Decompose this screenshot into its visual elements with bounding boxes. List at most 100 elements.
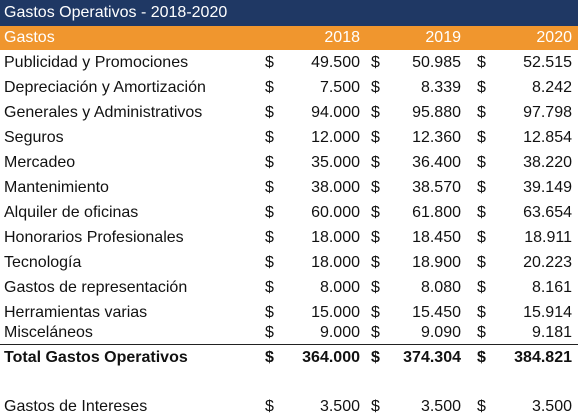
value-2019: 36.400	[412, 154, 461, 171]
value-2020: 39.149	[523, 179, 572, 196]
table-row: Misceláneos $ 9.000 $ 9.090 $ 9.181	[0, 320, 578, 345]
currency-symbol: $	[371, 349, 380, 366]
table-row: Tecnología $ 18.000 $ 18.900 $ 20.223	[0, 250, 578, 275]
header-label: Gastos	[4, 29, 55, 46]
value-2018: 18.000	[311, 229, 360, 246]
currency-symbol: $	[371, 204, 380, 221]
row-label: Misceláneos	[4, 324, 93, 341]
table-title: Gastos Operativos - 2018-2020	[0, 0, 578, 26]
value-2018: 7.500	[319, 79, 360, 96]
header-year-2020: 2020	[536, 29, 572, 46]
currency-symbol: $	[477, 154, 486, 171]
total-label: Total Gastos Operativos	[4, 349, 188, 366]
currency-symbol: $	[265, 324, 274, 341]
currency-symbol: $	[371, 398, 380, 415]
value-2019: 50.985	[412, 54, 461, 71]
table-row: Mantenimiento $ 38.000 $ 38.570 $ 39.149	[0, 175, 578, 200]
row-label: Alquiler de oficinas	[4, 204, 139, 221]
table-row: Depreciación y Amortización $ 7.500 $ 8.…	[0, 75, 578, 100]
currency-symbol: $	[265, 129, 274, 146]
currency-symbol: $	[371, 54, 380, 71]
header-year-2018: 2018	[324, 29, 360, 46]
currency-symbol: $	[371, 254, 380, 271]
value-2018: 8.000	[319, 279, 360, 296]
total-2019: 374.304	[403, 349, 461, 366]
row-label: Publicidad y Promociones	[4, 54, 189, 71]
value-2020: 12.854	[523, 129, 572, 146]
currency-symbol: $	[477, 54, 486, 71]
value-2018: 35.000	[311, 154, 360, 171]
currency-symbol: $	[265, 154, 274, 171]
currency-symbol: $	[265, 104, 274, 121]
total-row: Total Gastos Operativos $ 364.000 $ 374.…	[0, 345, 578, 370]
interest-2019: 3.500	[420, 398, 461, 415]
value-2019: 61.800	[412, 204, 461, 221]
currency-symbol: $	[265, 229, 274, 246]
currency-symbol: $	[265, 54, 274, 71]
currency-symbol: $	[371, 154, 380, 171]
currency-symbol: $	[371, 324, 380, 341]
table-row: Mercadeo $ 35.000 $ 36.400 $ 38.220	[0, 150, 578, 175]
value-2018: 60.000	[311, 204, 360, 221]
value-2019: 95.880	[412, 104, 461, 121]
currency-symbol: $	[265, 204, 274, 221]
currency-symbol: $	[477, 279, 486, 296]
total-2020: 384.821	[514, 349, 572, 366]
value-2020: 97.798	[523, 104, 572, 121]
currency-symbol: $	[265, 79, 274, 96]
currency-symbol: $	[477, 324, 486, 341]
currency-symbol: $	[265, 254, 274, 271]
value-2018: 38.000	[311, 179, 360, 196]
currency-symbol: $	[265, 304, 274, 321]
table-row: Generales y Administrativos $ 94.000 $ 9…	[0, 100, 578, 125]
interest-label: Gastos de Intereses	[4, 398, 148, 415]
currency-symbol: $	[477, 104, 486, 121]
value-2018: 12.000	[311, 129, 360, 146]
value-2020: 9.181	[531, 324, 572, 341]
currency-symbol: $	[477, 204, 486, 221]
currency-symbol: $	[371, 179, 380, 196]
row-label: Mantenimiento	[4, 179, 109, 196]
currency-symbol: $	[477, 129, 486, 146]
value-2018: 15.000	[311, 304, 360, 321]
row-label: Mercadeo	[4, 154, 76, 171]
row-label: Herramientas varias	[4, 304, 148, 321]
row-label: Honorarios Profesionales	[4, 229, 184, 246]
row-label: Gastos de representación	[4, 279, 188, 296]
value-2018: 9.000	[319, 324, 360, 341]
value-2020: 63.654	[523, 204, 572, 221]
currency-symbol: $	[265, 398, 274, 415]
table-row: Seguros $ 12.000 $ 12.360 $ 12.854	[0, 125, 578, 150]
header-row: Gastos 2018 2019 2020	[0, 26, 578, 50]
currency-symbol: $	[371, 304, 380, 321]
value-2018: 18.000	[311, 254, 360, 271]
currency-symbol: $	[265, 279, 274, 296]
currency-symbol: $	[265, 179, 274, 196]
value-2020: 8.161	[531, 279, 572, 296]
currency-symbol: $	[477, 79, 486, 96]
interest-row: Gastos de Intereses $ 3.500 $ 3.500 $ 3.…	[0, 394, 578, 419]
currency-symbol: $	[371, 104, 380, 121]
value-2019: 38.570	[412, 179, 461, 196]
currency-symbol: $	[477, 398, 486, 415]
total-2018: 364.000	[302, 349, 360, 366]
currency-symbol: $	[265, 349, 274, 366]
total-divider	[0, 344, 578, 345]
row-label: Generales y Administrativos	[4, 104, 203, 121]
table-row: Herramientas varias $ 15.000 $ 15.450 $ …	[0, 300, 578, 325]
currency-symbol: $	[477, 229, 486, 246]
value-2020: 8.242	[531, 79, 572, 96]
currency-symbol: $	[371, 229, 380, 246]
currency-symbol: $	[477, 254, 486, 271]
value-2020: 38.220	[523, 154, 572, 171]
value-2019: 18.450	[412, 229, 461, 246]
value-2020: 20.223	[523, 254, 572, 271]
currency-symbol: $	[371, 279, 380, 296]
row-label: Depreciación y Amortización	[4, 79, 206, 96]
value-2019: 8.080	[420, 279, 461, 296]
value-2018: 94.000	[311, 104, 360, 121]
value-2019: 8.339	[420, 79, 461, 96]
row-label: Seguros	[4, 129, 64, 146]
row-label: Tecnología	[4, 254, 82, 271]
currency-symbol: $	[371, 79, 380, 96]
